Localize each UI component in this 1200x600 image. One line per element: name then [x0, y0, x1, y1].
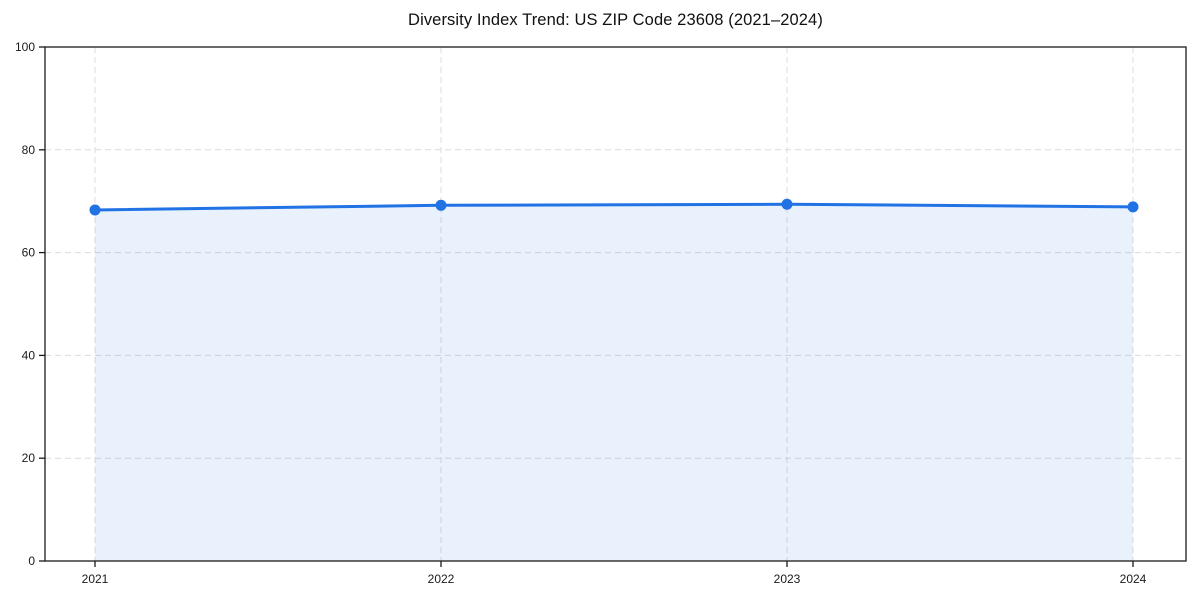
data-point-marker: [89, 204, 101, 216]
x-tick-label: 2021: [82, 572, 109, 586]
y-tick-label: 20: [22, 451, 36, 465]
y-tick-label: 60: [22, 246, 36, 260]
data-point-marker: [781, 198, 793, 210]
y-tick-label: 0: [28, 554, 35, 568]
y-tick-label: 40: [22, 348, 36, 362]
x-tick-label: 2022: [428, 572, 455, 586]
area-fill: [95, 204, 1133, 561]
x-tick-label: 2024: [1120, 572, 1147, 586]
data-point-marker: [1127, 201, 1139, 213]
x-tick-label: 2023: [774, 572, 801, 586]
y-tick-label: 80: [22, 143, 36, 157]
trend-line: [93, 202, 1135, 212]
plot-border: [44, 46, 1187, 562]
chart-title: Diversity Index Trend: US ZIP Code 23608…: [408, 11, 823, 29]
y-tick-label: 100: [15, 40, 35, 54]
data-point-marker: [435, 199, 447, 211]
